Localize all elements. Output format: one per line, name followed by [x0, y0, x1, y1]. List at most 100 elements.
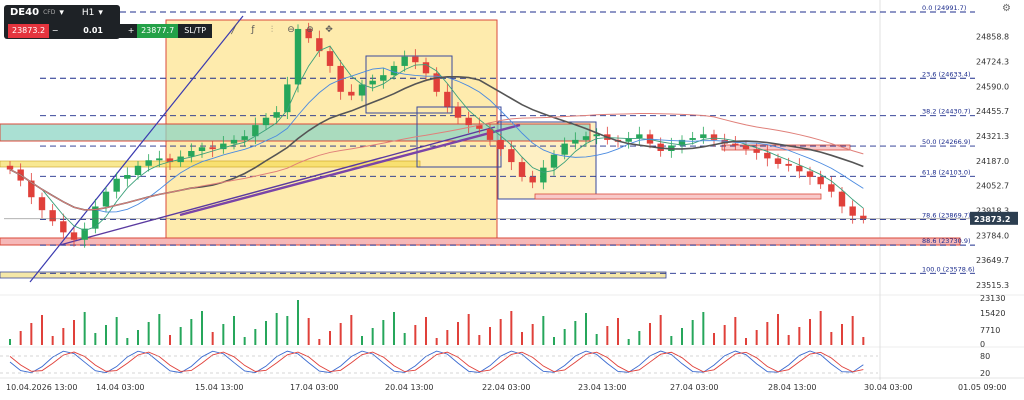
price-axis-label: 23918.3 — [976, 206, 1009, 215]
volume-bar — [734, 317, 737, 345]
candle — [102, 191, 110, 207]
candle — [273, 112, 280, 118]
volume-bar — [115, 317, 118, 345]
volume-bar — [403, 333, 406, 345]
candle — [625, 138, 632, 142]
oscillator-axis-label: 80 — [980, 352, 990, 361]
price-axis-label: 24590.0 — [976, 82, 1009, 91]
support-zone-yellow — [0, 160, 421, 168]
candle — [337, 65, 344, 92]
candle — [753, 149, 760, 153]
candle — [732, 143, 739, 146]
candle — [540, 167, 547, 183]
candle — [124, 175, 131, 179]
candle — [134, 165, 142, 176]
candle — [156, 158, 163, 161]
settings-icon[interactable]: ⚙ — [1002, 3, 1011, 14]
volume-bar — [179, 327, 182, 345]
fib-level-label: 61.8 (24103.0) — [922, 168, 971, 176]
sltp-button[interactable]: SL/TP — [178, 24, 213, 38]
volume-bar — [393, 312, 395, 345]
candle — [529, 176, 536, 183]
volume-bar — [702, 312, 705, 345]
lot-increase-button[interactable]: + — [125, 24, 138, 38]
volume-bar — [819, 311, 822, 345]
lot-size-input[interactable]: 0.01 — [61, 24, 126, 38]
price-axis-label: 24321.3 — [976, 132, 1009, 141]
candle — [422, 62, 430, 74]
symbol-dropdown-icon[interactable]: ▾ — [59, 7, 64, 18]
volume-bar — [275, 313, 278, 345]
candle — [476, 125, 483, 129]
candle — [113, 178, 120, 192]
volume-bar — [830, 332, 833, 345]
symbol-label[interactable]: DE40 — [10, 7, 40, 18]
volume-bar — [553, 337, 555, 345]
candle — [380, 75, 387, 81]
bar-style-icon[interactable]: ⫶ — [270, 25, 274, 35]
candle — [785, 163, 792, 166]
candle — [188, 150, 195, 157]
ma-medium-line — [9, 67, 864, 213]
candle — [252, 125, 259, 137]
time-axis-label: 23.04 13:00 — [578, 383, 627, 392]
timeframe-selector[interactable]: H1 — [81, 7, 95, 18]
volume-bar — [169, 335, 171, 345]
trendline-icon[interactable]: ╱ — [231, 25, 237, 35]
candle — [241, 136, 248, 140]
zoom-in-icon[interactable]: ⊕ — [306, 25, 314, 35]
volume-bar — [211, 332, 214, 345]
lot-decrease-button[interactable]: − — [49, 24, 62, 38]
volume-bar — [510, 311, 513, 345]
volume-bar — [361, 336, 363, 345]
price-axis-label: 23649.7 — [976, 256, 1009, 265]
candle — [262, 117, 270, 126]
sell-button[interactable]: 23873.2 — [8, 24, 50, 38]
candle — [582, 136, 590, 140]
fib-level-label: 0.0 (24991.7) — [922, 4, 966, 12]
volume-bar — [254, 329, 257, 345]
candle — [806, 171, 814, 177]
volume-bar — [339, 323, 342, 345]
volume-axis-label: 0 — [980, 340, 985, 349]
volume-bar — [638, 331, 641, 345]
volume-bar — [585, 313, 587, 345]
candle — [774, 158, 782, 164]
fib-level-label: 88.6 (23730.9) — [922, 237, 971, 245]
volume-bar — [478, 335, 481, 345]
time-axis-label: 22.04 03:00 — [482, 383, 531, 392]
indicator-icon[interactable]: ƒ — [251, 25, 255, 35]
current-price-tag — [970, 211, 1018, 225]
volume-bar — [41, 315, 43, 345]
candle — [401, 56, 408, 66]
volume-bar — [190, 319, 193, 345]
volume-bar — [307, 318, 310, 345]
volume-bar — [851, 316, 854, 345]
trend-line-bold — [179, 123, 521, 217]
volume-bar — [414, 325, 417, 345]
volume-bar — [265, 321, 267, 345]
price-axis-label: 24724.3 — [976, 57, 1009, 66]
crosshair-icon[interactable]: ✥ — [325, 25, 333, 35]
volume-bar — [201, 311, 203, 345]
timeframe-dropdown-icon[interactable]: ▾ — [98, 7, 103, 18]
candle — [860, 215, 867, 219]
ma-long-line — [9, 113, 864, 211]
candle — [145, 160, 152, 166]
volume-bar — [809, 319, 811, 345]
zoom-out-icon[interactable]: ⊖ — [287, 25, 295, 35]
trend-line-main — [59, 126, 496, 246]
volume-bar — [777, 314, 779, 345]
volume-bar — [329, 331, 331, 345]
volume-bar — [286, 316, 289, 345]
volume-bar — [126, 338, 129, 345]
volume-bar — [787, 335, 790, 345]
buy-button[interactable]: 23877.7 — [137, 24, 179, 38]
candle — [742, 145, 750, 150]
volume-bar — [222, 324, 225, 345]
volume-bar — [691, 320, 694, 345]
fib-level-label: 78.6 (23869.7) — [922, 211, 971, 219]
volume-bar — [542, 316, 545, 345]
volume-bar — [627, 339, 630, 345]
